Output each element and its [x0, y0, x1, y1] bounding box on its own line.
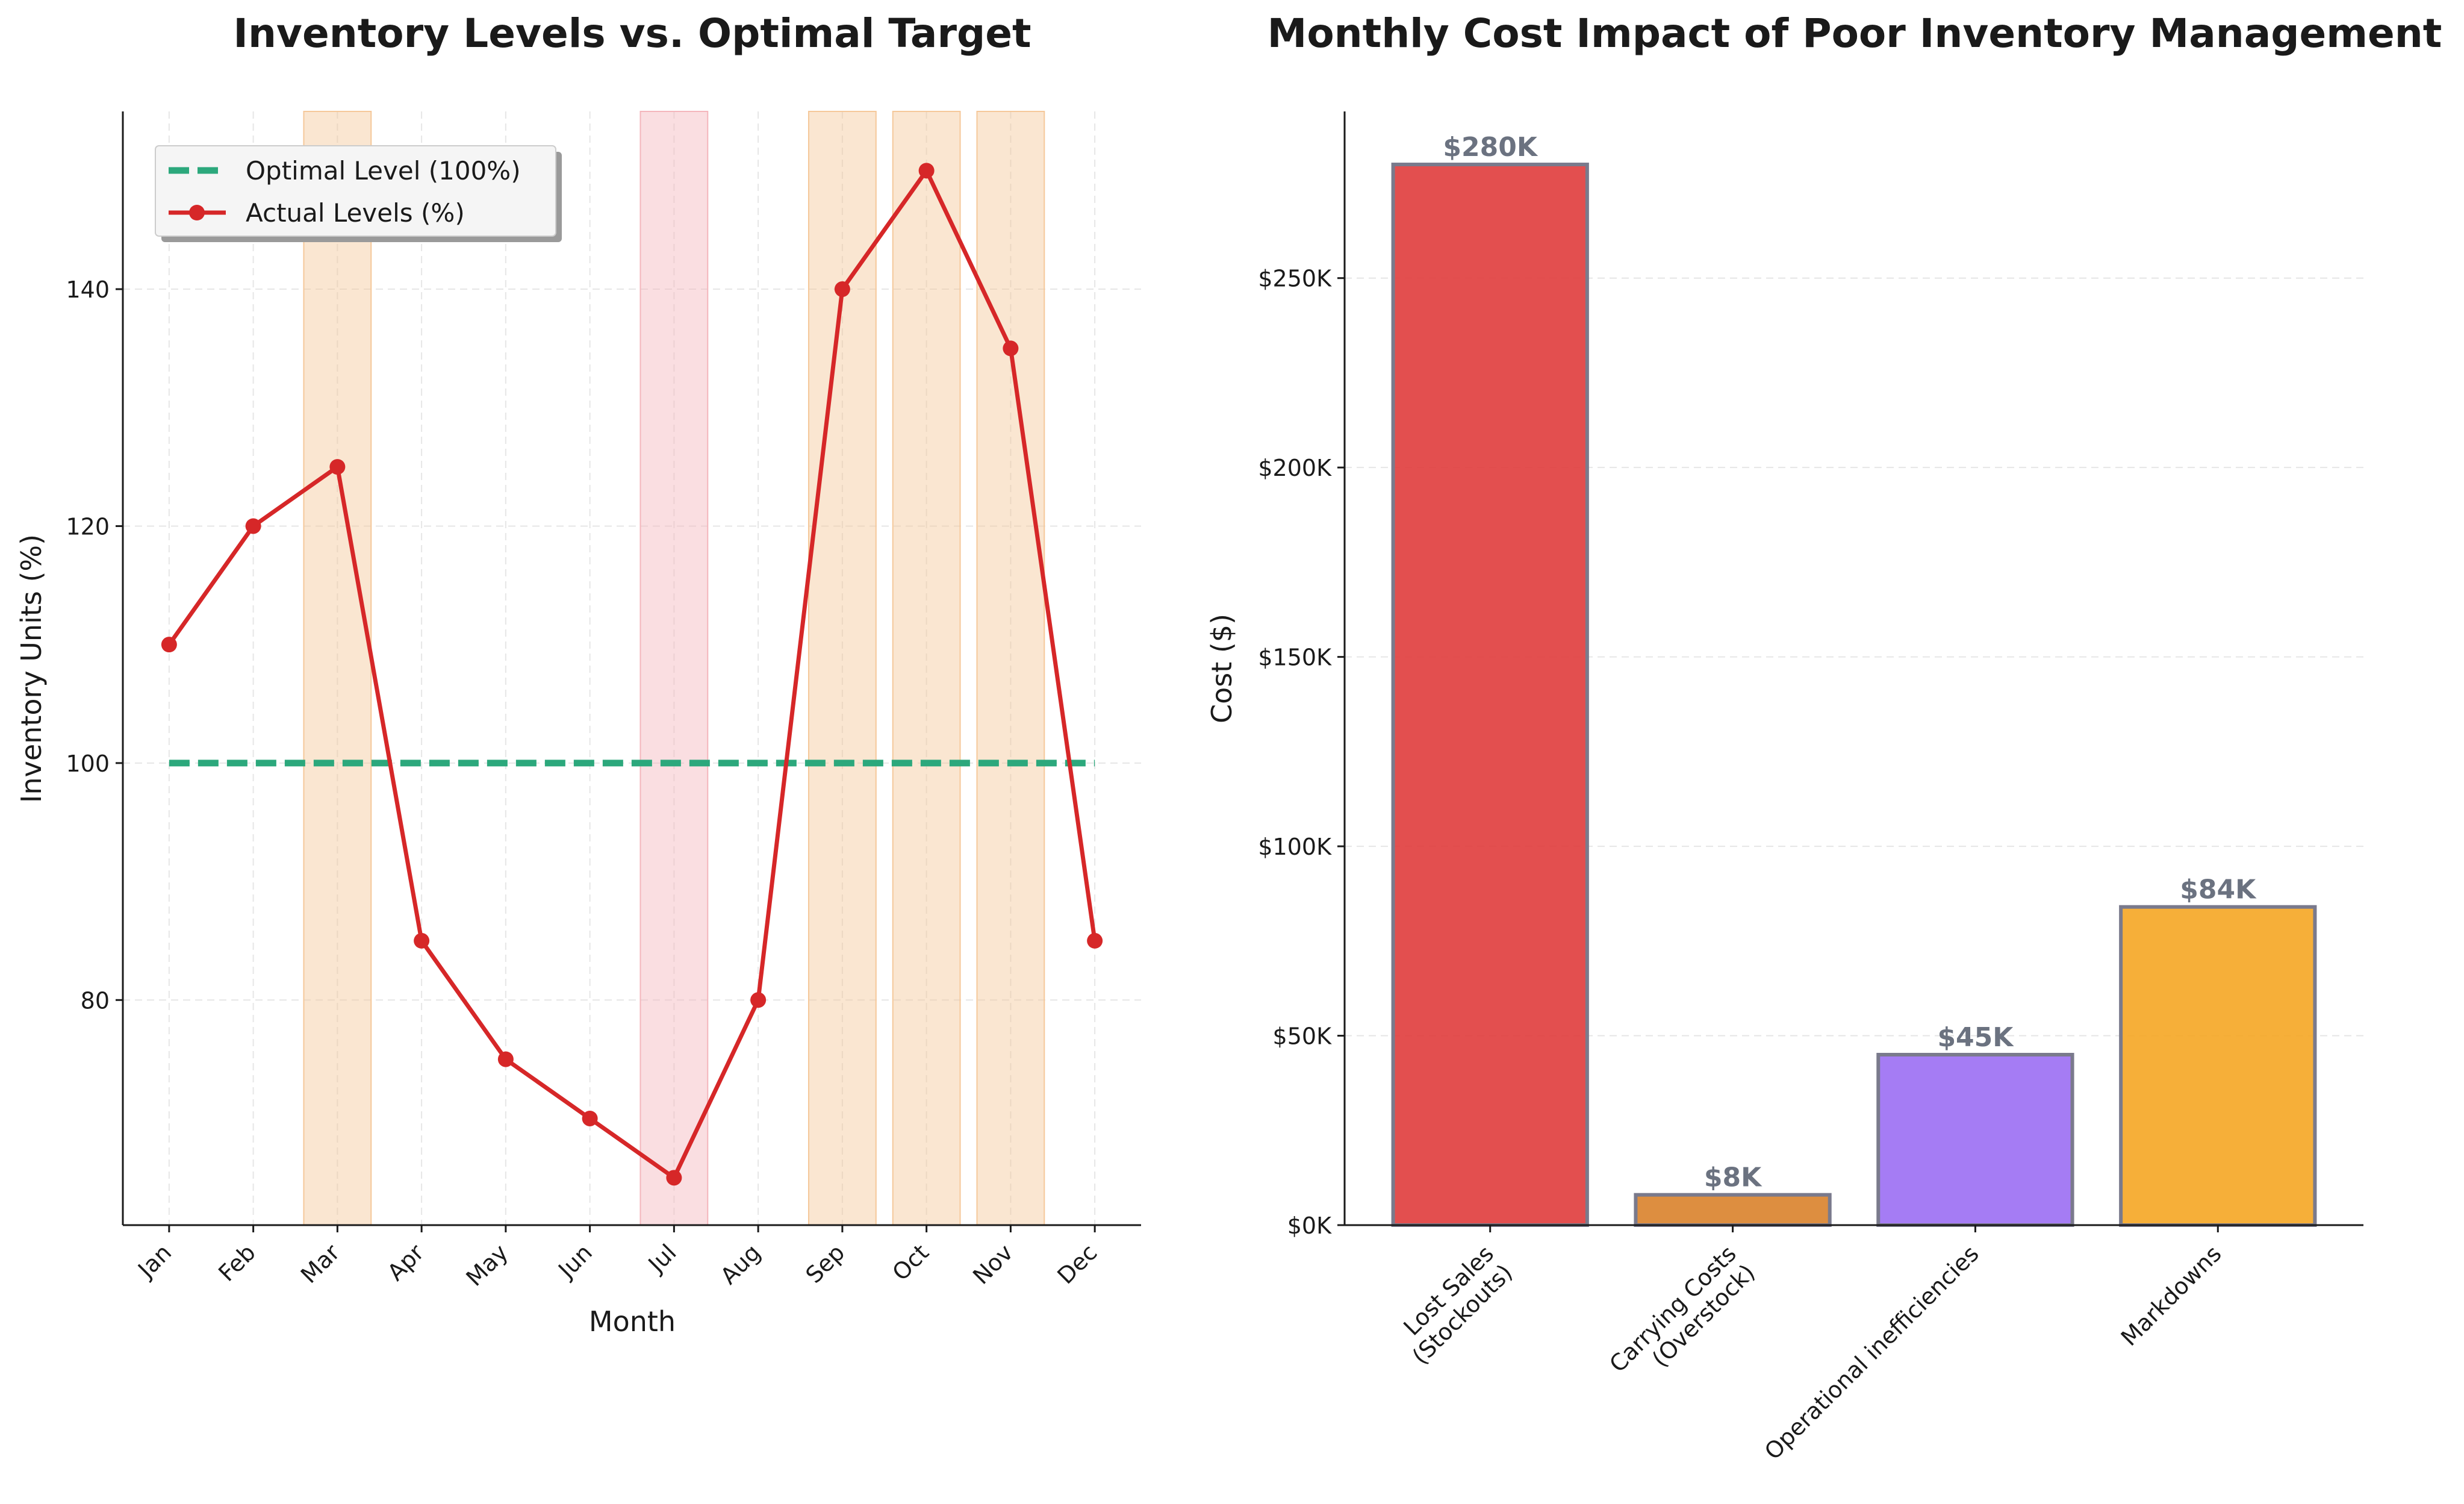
highlight-band-nov — [976, 111, 1045, 1226]
line-chart-xlabel: Month — [589, 1305, 676, 1338]
legend-frame — [155, 145, 556, 237]
y-tick-label: $50K — [1273, 1023, 1333, 1050]
bar-value-label: $280K — [1443, 132, 1538, 163]
line-chart-legend: Optimal Level (100%) Actual Levels (%) — [155, 145, 562, 242]
cost-bar-2 — [1876, 1052, 2074, 1227]
actual-level-point-jan — [161, 637, 177, 653]
line-chart-ylabel: Inventory Units (%) — [15, 534, 48, 803]
cost-bar-1 — [1634, 1193, 1832, 1228]
y-tick-label: 80 — [81, 987, 110, 1014]
cost-bar-3 — [2119, 905, 2317, 1227]
bar-value-label: $8K — [1704, 1162, 1762, 1193]
bar-value-label: $45K — [1937, 1022, 2014, 1053]
y-tick-label: $150K — [1258, 644, 1332, 671]
actual-level-point-jun — [582, 1110, 598, 1126]
legend-label-optimal: Optimal Level (100%) — [246, 156, 521, 186]
highlight-band-sep — [807, 111, 877, 1226]
actual-level-point-may — [497, 1051, 514, 1067]
inventory-line-chart: Inventory Levels vs. Optimal Target 80 10… — [15, 10, 1141, 1338]
actual-level-point-nov — [1003, 340, 1019, 357]
highlight-band-jul — [639, 111, 709, 1226]
y-tick-label: $100K — [1258, 834, 1332, 860]
cost-bar-chart: Monthly Cost Impact of Poor Inventory Ma… — [1206, 10, 2442, 1465]
y-tick-label: 120 — [66, 513, 110, 540]
legend-marker-actual — [189, 205, 205, 220]
bar-value-label: $84K — [2180, 875, 2257, 905]
highlight-band-oct — [892, 111, 961, 1226]
legend-label-actual: Actual Levels (%) — [246, 198, 465, 228]
cost-bar-0 — [1391, 163, 1589, 1227]
y-tick-label: $0K — [1287, 1212, 1332, 1239]
actual-level-point-sep — [834, 281, 850, 298]
highlight-band-mar — [303, 111, 372, 1226]
actual-levels-line — [167, 168, 1097, 1180]
actual-level-point-mar — [329, 459, 346, 475]
y-tick-label: $200K — [1258, 455, 1332, 481]
line-chart-title: Inventory Levels vs. Optimal Target — [233, 10, 1031, 57]
y-tick-label: 140 — [66, 276, 110, 303]
actual-level-point-jul — [666, 1170, 682, 1186]
y-tick-label: $250K — [1258, 266, 1332, 292]
actual-level-point-apr — [414, 932, 430, 949]
actual-level-point-dec — [1087, 932, 1103, 949]
actual-level-point-aug — [750, 992, 767, 1008]
bar-chart-ylabel: Cost ($) — [1206, 614, 1238, 723]
actual-level-point-feb — [245, 518, 261, 534]
y-tick-label: 100 — [66, 750, 110, 777]
actual-level-point-oct — [918, 163, 935, 179]
bar-chart-title: Monthly Cost Impact of Poor Inventory Ma… — [1268, 10, 2442, 57]
